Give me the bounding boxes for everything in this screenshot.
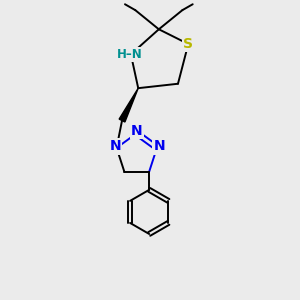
Polygon shape — [119, 88, 138, 122]
Text: N: N — [154, 140, 165, 153]
Text: N: N — [109, 140, 121, 153]
Text: S: S — [183, 37, 193, 51]
Text: H–N: H–N — [116, 48, 142, 61]
Text: N: N — [131, 124, 142, 138]
